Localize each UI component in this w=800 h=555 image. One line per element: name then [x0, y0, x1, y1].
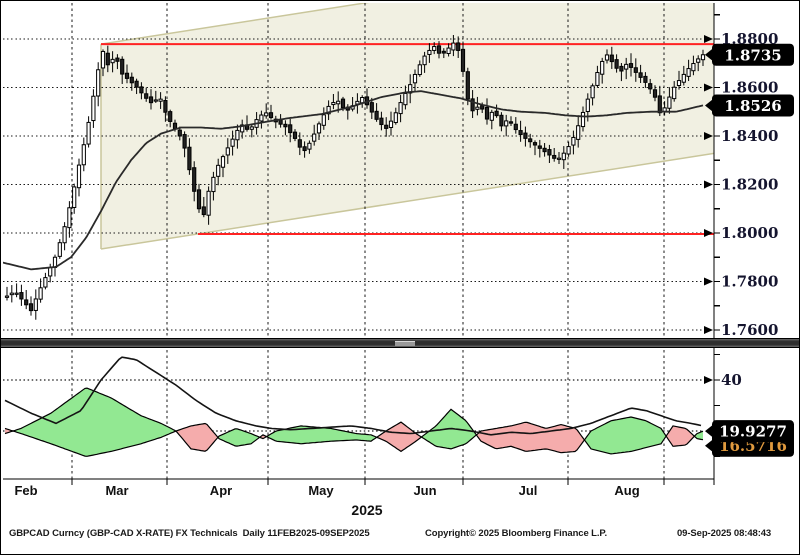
dmi-positive-area [13, 388, 176, 457]
y-axis-label-text: 1.8400 [721, 127, 778, 145]
y-axis-label: 1.8200 [704, 176, 778, 194]
plus-di-line [4, 387, 704, 454]
last-price-badge: 1.8735 [705, 43, 794, 66]
y-axis-label-text: 1.7800 [721, 273, 778, 291]
x-axis-year-label: 2025 [351, 502, 383, 518]
x-axis-month-label: Jun [413, 483, 437, 498]
x-axis-month-label: Feb [14, 483, 38, 498]
minus-di-line [4, 421, 704, 457]
splitter-grip-icon[interactable] [395, 341, 415, 346]
x-axis-month-label: Mar [105, 483, 129, 498]
y-axis-label: 1.8400 [704, 127, 778, 145]
x-axis-month-label: Aug [614, 483, 640, 498]
y-axis-label-text: 1.7600 [721, 321, 778, 339]
y-axis-label: 1.8800 [704, 30, 778, 48]
linear-regression-channel [100, 3, 714, 250]
y-axis-label: 1.7600 [704, 321, 778, 339]
dmi-negative-area [175, 423, 218, 452]
x-axis-month-label: Apr [209, 483, 233, 498]
timestamp: 09-Sep-2025 08:48:43 [677, 528, 772, 539]
panel-splitter[interactable] [1, 338, 799, 348]
x-axis-month-label: Jul [518, 483, 538, 498]
moving-average-badge-text: 1.8526 [724, 97, 781, 115]
x-axis-month-label: May [308, 483, 334, 498]
adx-line [4, 356, 702, 436]
y-axis-label: 1.8600 [704, 79, 778, 97]
plus-di-badge: 19.9277 [705, 420, 794, 443]
dmi-negative-area [376, 422, 422, 452]
chart-canvas: 1.8800 1.8600 1.8400 1.8200 1.8000 1.7800 1.76… [3, 3, 794, 485]
dmi-axis-label: 40 [704, 371, 742, 389]
last-price-badge-text: 1.8735 [724, 46, 781, 64]
moving-average-badge: 1.8526 [705, 94, 794, 117]
y-axis-label-text: 1.8000 [721, 224, 778, 242]
instrument-description: GBPCAD Curncy (GBP-CAD X-RATE) FX Techni… [9, 528, 370, 539]
dmi-positive-area [266, 425, 377, 444]
y-axis-label-text: 1.8800 [721, 30, 778, 48]
y-axis-label-text: 1.8600 [721, 79, 778, 97]
y-axis-label: 1.7800 [704, 273, 778, 291]
plus-di-badge-text: 19.9277 [719, 423, 787, 441]
y-axis-label-text: 1.8200 [721, 176, 778, 194]
dmi-positive-area [584, 416, 667, 454]
axes [3, 3, 720, 485]
y-axis-label: 1.8000 [704, 224, 778, 242]
dmi-axis-label-text: 40 [721, 371, 742, 389]
status-bar: GBPCAD Curncy (GBP-CAD X-RATE) FX Techni… [1, 528, 799, 548]
moving-average-line [3, 90, 704, 271]
dmi-negative-area [666, 425, 695, 447]
dmi-panel [3, 356, 704, 457]
copyright-notice: Copyright© 2025 Bloomberg Finance L.P. [425, 528, 607, 539]
